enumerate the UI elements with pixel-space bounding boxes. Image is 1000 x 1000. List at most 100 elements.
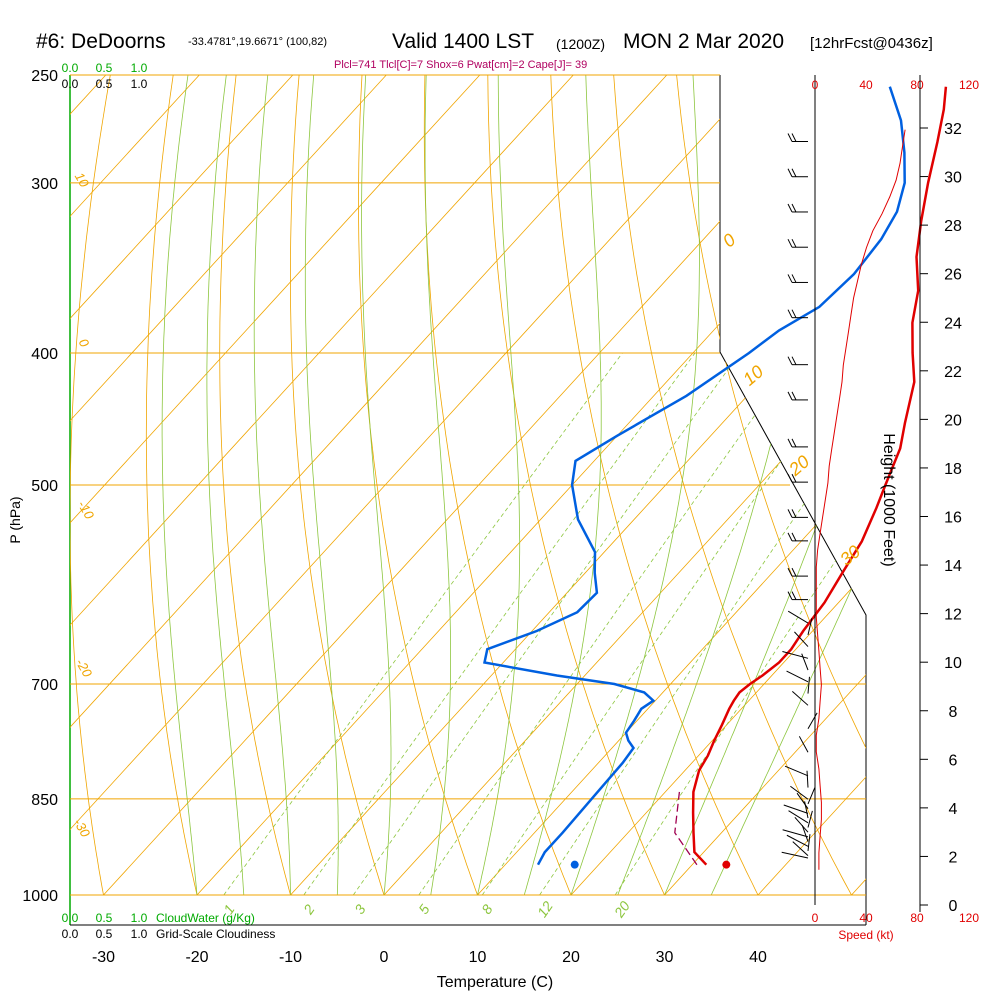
- temperature-tick: 40: [749, 949, 767, 966]
- moist-adiabat: [206, 75, 245, 895]
- cloud-tick-top: 0.0: [62, 61, 79, 75]
- height-tick: 4: [949, 801, 958, 818]
- height-tick: 26: [944, 267, 962, 284]
- wind-barb: [781, 851, 809, 859]
- wind-barb-flag: [791, 532, 797, 542]
- mixing-ratio-label: 2: [300, 901, 318, 918]
- valid-time: Valid 1400 LST: [392, 30, 535, 53]
- speed-tick-top: 0: [812, 78, 819, 92]
- mixing-ratio-line: [223, 352, 623, 895]
- dry-adiabat: [798, 75, 866, 895]
- height-tick: 12: [944, 607, 962, 624]
- dry-adiabat: [423, 75, 584, 895]
- station-coords: -33.4781°,19.6671° (100,82): [188, 36, 328, 48]
- y-axis-label: P (hPa): [7, 496, 23, 543]
- pressure-tick: 700: [31, 677, 58, 694]
- x-axis-label: Temperature (C): [437, 974, 553, 991]
- wind-barb-flag: [787, 591, 793, 600]
- moist-adiabat: [523, 75, 602, 895]
- mixing-ratio-label: 5: [415, 901, 433, 917]
- wind-barb-flag: [787, 473, 793, 483]
- wind-speed-profile: [815, 129, 906, 870]
- wind-barb: [807, 712, 818, 730]
- moist-adiabats: [161, 75, 866, 895]
- cloudiness-label: Grid-Scale Cloudiness: [156, 927, 275, 941]
- moist-adiabat: [710, 75, 866, 895]
- pressure-tick: 1000: [22, 888, 58, 905]
- wind-barb-flag: [787, 238, 793, 248]
- mixing-ratio-label: 20: [610, 898, 633, 921]
- height-tick: 14: [944, 558, 962, 575]
- wind-barb: [796, 792, 809, 809]
- pressure-tick: 300: [31, 176, 58, 193]
- moist-adiabat: [424, 75, 452, 895]
- wind-barb: [801, 653, 809, 671]
- wind-barb: [782, 829, 809, 838]
- wind-barb: [806, 770, 809, 788]
- wind-barb-flag: [791, 438, 797, 448]
- temperature-tick: 0: [380, 949, 389, 966]
- dry-adiabat: [674, 75, 866, 895]
- speed-tick-bottom: 120: [959, 911, 979, 925]
- dewpoint-line: [483, 86, 906, 866]
- dry-adiabat: [145, 75, 205, 895]
- chart-header: #6: DeDoorns -33.4781°,19.6671° (100,82)…: [0, 28, 1000, 71]
- cloud-tick-top: 0.5: [96, 61, 113, 75]
- wind-barb-flag: [791, 509, 797, 518]
- wind-barb: [807, 618, 813, 635]
- pressure-tick: 250: [31, 68, 58, 85]
- moist-adiabat: [253, 75, 291, 895]
- speed-tick-top: 120: [959, 78, 979, 92]
- cloudiness-tick-bottom: 0.0: [62, 927, 79, 941]
- height-tick: 28: [944, 218, 962, 235]
- wind-barb-flag: [791, 473, 797, 483]
- dry-adiabat: [289, 75, 394, 895]
- pressure-lines: [70, 74, 866, 896]
- cloudwater-label: CloudWater (g/Kg): [156, 911, 255, 925]
- wind-barb: [807, 676, 810, 694]
- speed-tick-bottom: 0: [812, 911, 819, 925]
- height-tick: 18: [944, 461, 962, 478]
- speed-tick-bottom: 40: [859, 911, 873, 925]
- height-tick: 22: [944, 364, 962, 381]
- height-tick: 30: [944, 170, 962, 187]
- cloudiness-tick-bottom: 1.0: [131, 927, 148, 941]
- isotherm: [70, 75, 200, 895]
- dry-adiabat: [358, 75, 489, 895]
- cloudiness-tick-top: 0.5: [96, 77, 113, 91]
- wind-barb: [794, 817, 809, 833]
- wind-barb-flag: [791, 274, 797, 283]
- wind-barb-flag: [787, 509, 793, 518]
- zulu-time: (1200Z): [556, 36, 606, 52]
- temperature-line: [691, 86, 948, 866]
- height-tick: 32: [944, 121, 962, 138]
- dry-adiabat: [487, 75, 679, 895]
- surface-temperature-dot: [722, 860, 731, 869]
- moist-adiabat: [664, 75, 866, 895]
- isotherm: [945, 75, 1000, 895]
- wind-barb-flag: [791, 133, 797, 142]
- dry-adiabat: [219, 75, 299, 895]
- cloudiness-tick-top: 0.0: [62, 77, 79, 91]
- isotherm: [664, 75, 866, 895]
- sounding-series: [483, 86, 948, 869]
- wind-barb: [807, 834, 811, 852]
- isotherm: [70, 75, 294, 895]
- temperature-tick: -10: [279, 949, 302, 966]
- moist-adiabat: [361, 75, 392, 895]
- temperature-tick: 20: [562, 949, 580, 966]
- wind-barb-flag: [791, 591, 797, 600]
- wind-barb: [787, 610, 809, 624]
- wind-barb-flag: [787, 309, 793, 318]
- cloud-tick-bottom: 1.0: [131, 911, 148, 925]
- wind-barb-flag: [787, 356, 793, 365]
- dry-adiabat-label: 10: [739, 361, 767, 389]
- cloudiness-tick-top: 1.0: [131, 77, 148, 91]
- mixing-ratio-label: 8: [478, 901, 496, 917]
- speed-tick-top: 40: [859, 78, 873, 92]
- speed-tick-top: 80: [910, 78, 924, 92]
- height-tick: 6: [949, 752, 958, 769]
